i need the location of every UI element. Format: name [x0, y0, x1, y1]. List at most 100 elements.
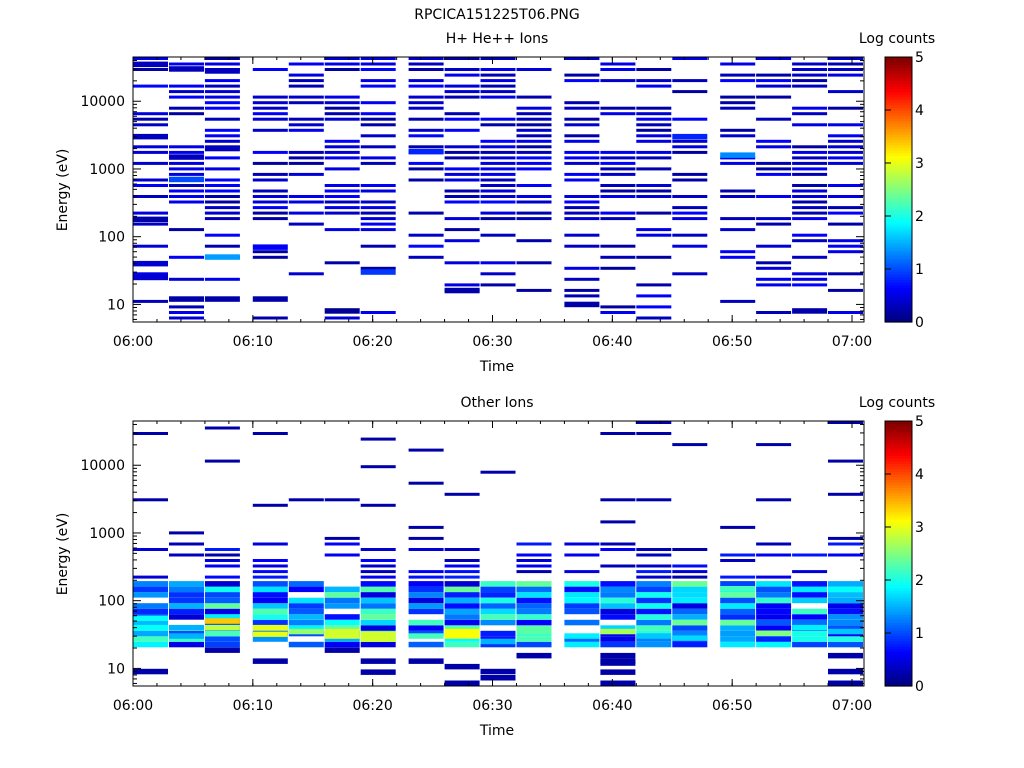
heatmap-cell — [133, 624, 168, 631]
heatmap-cell — [564, 288, 600, 292]
heatmap-cell — [828, 222, 863, 226]
heatmap-cell — [828, 628, 863, 635]
heatmap-cell — [792, 283, 828, 287]
colorbar-step — [885, 208, 912, 212]
x-tick-label: 06:20 — [352, 698, 392, 714]
heatmap-cell — [792, 73, 828, 77]
heatmap-cell — [288, 62, 324, 66]
colorbar-step — [885, 282, 912, 286]
heatmap-cell — [564, 73, 600, 77]
heatmap-cell — [169, 311, 204, 314]
heatmap-cell — [408, 255, 444, 259]
heatmap-cell — [252, 95, 288, 99]
heatmap-cell — [516, 619, 552, 626]
heatmap-cell — [600, 195, 636, 198]
heatmap-cell — [672, 603, 708, 609]
heatmap-cell — [204, 233, 240, 237]
heatmap-cell — [564, 233, 600, 237]
heatmap-cell — [672, 592, 708, 598]
colorbar-step — [885, 94, 912, 98]
heatmap-cell — [133, 112, 168, 116]
colorbar-step — [885, 609, 912, 613]
colorbar-step — [885, 298, 912, 302]
colorbar-step — [885, 308, 912, 312]
heatmap-cell — [756, 95, 792, 99]
heatmap-cell — [324, 211, 360, 215]
heatmap-cell — [720, 101, 756, 105]
x-axis-label: Time — [479, 723, 514, 739]
heatmap-cell — [252, 117, 288, 121]
heatmap-cell — [636, 305, 672, 309]
heatmap-cell — [480, 167, 516, 171]
heatmap-cell — [324, 553, 360, 557]
heatmap-cell — [828, 652, 863, 659]
heatmap-cell — [133, 84, 168, 88]
colorbar-step — [885, 630, 912, 634]
heatmap-cell — [600, 211, 636, 215]
colorbar-step — [885, 619, 912, 623]
colorbar-label: Log counts — [859, 31, 935, 47]
colorbar-step — [885, 120, 912, 124]
heatmap-cell — [408, 575, 444, 579]
heatmap-cell — [480, 84, 516, 88]
heatmap-cell — [756, 542, 792, 546]
heatmap-cell — [288, 172, 324, 176]
colorbar-step — [885, 582, 912, 586]
heatmap-cell — [408, 117, 444, 121]
heatmap-cell — [792, 161, 828, 165]
colorbar-step — [885, 606, 912, 610]
heatmap-cell — [480, 470, 516, 474]
heatmap-cell — [360, 117, 396, 121]
colorbar-step — [885, 266, 912, 270]
heatmap-cell — [672, 614, 708, 620]
heatmap-cell — [600, 498, 636, 502]
heatmap-cell — [672, 244, 708, 248]
heatmap-cell — [444, 614, 480, 620]
heatmap-cell — [133, 586, 168, 593]
heatmap-cell — [204, 211, 240, 215]
colorbar-step — [885, 540, 912, 544]
heatmap-cell — [516, 145, 552, 149]
heatmap-cell — [516, 139, 552, 143]
heatmap-cell — [169, 608, 204, 615]
heatmap-cell — [133, 133, 168, 140]
heatmap-cell — [408, 128, 444, 132]
heatmap-cell — [360, 548, 396, 551]
heatmap-cell — [360, 222, 396, 226]
heatmap-cell — [169, 553, 204, 557]
heatmap-cell — [204, 586, 240, 593]
heatmap-cell — [636, 128, 672, 132]
heatmap-cell — [360, 570, 396, 574]
x-axis-label: Time — [479, 359, 514, 375]
heatmap-cell — [324, 636, 360, 642]
colorbar-step — [885, 670, 912, 674]
heatmap-cell — [204, 636, 240, 642]
heatmap-cell — [636, 123, 672, 127]
heatmap-cell — [792, 624, 828, 631]
heatmap-cell — [444, 167, 480, 171]
colorbar-step — [885, 474, 912, 478]
heatmap-cell — [444, 84, 480, 88]
heatmap-cell — [408, 658, 444, 664]
colorbar-step — [885, 545, 912, 549]
heatmap-cell — [204, 206, 240, 210]
heatmap-cell — [360, 145, 396, 149]
colorbar-step — [885, 603, 912, 608]
heatmap-cell — [133, 150, 168, 154]
heatmap-cell — [792, 586, 828, 593]
heatmap-cell — [360, 112, 396, 116]
heatmap-cell — [756, 597, 792, 604]
heatmap-cell — [324, 200, 360, 204]
heatmap-cell — [516, 564, 552, 568]
heatmap-cell — [828, 68, 863, 71]
colorbar-step — [885, 497, 912, 502]
heatmap-cell — [360, 311, 396, 314]
heatmap-cell — [444, 597, 480, 604]
heatmap-cell — [169, 633, 204, 639]
heatmap-cell — [360, 641, 396, 648]
heatmap-cell — [564, 156, 600, 160]
heatmap-cell — [600, 311, 636, 314]
colorbar-step — [885, 223, 912, 228]
heatmap-cell — [444, 150, 480, 154]
